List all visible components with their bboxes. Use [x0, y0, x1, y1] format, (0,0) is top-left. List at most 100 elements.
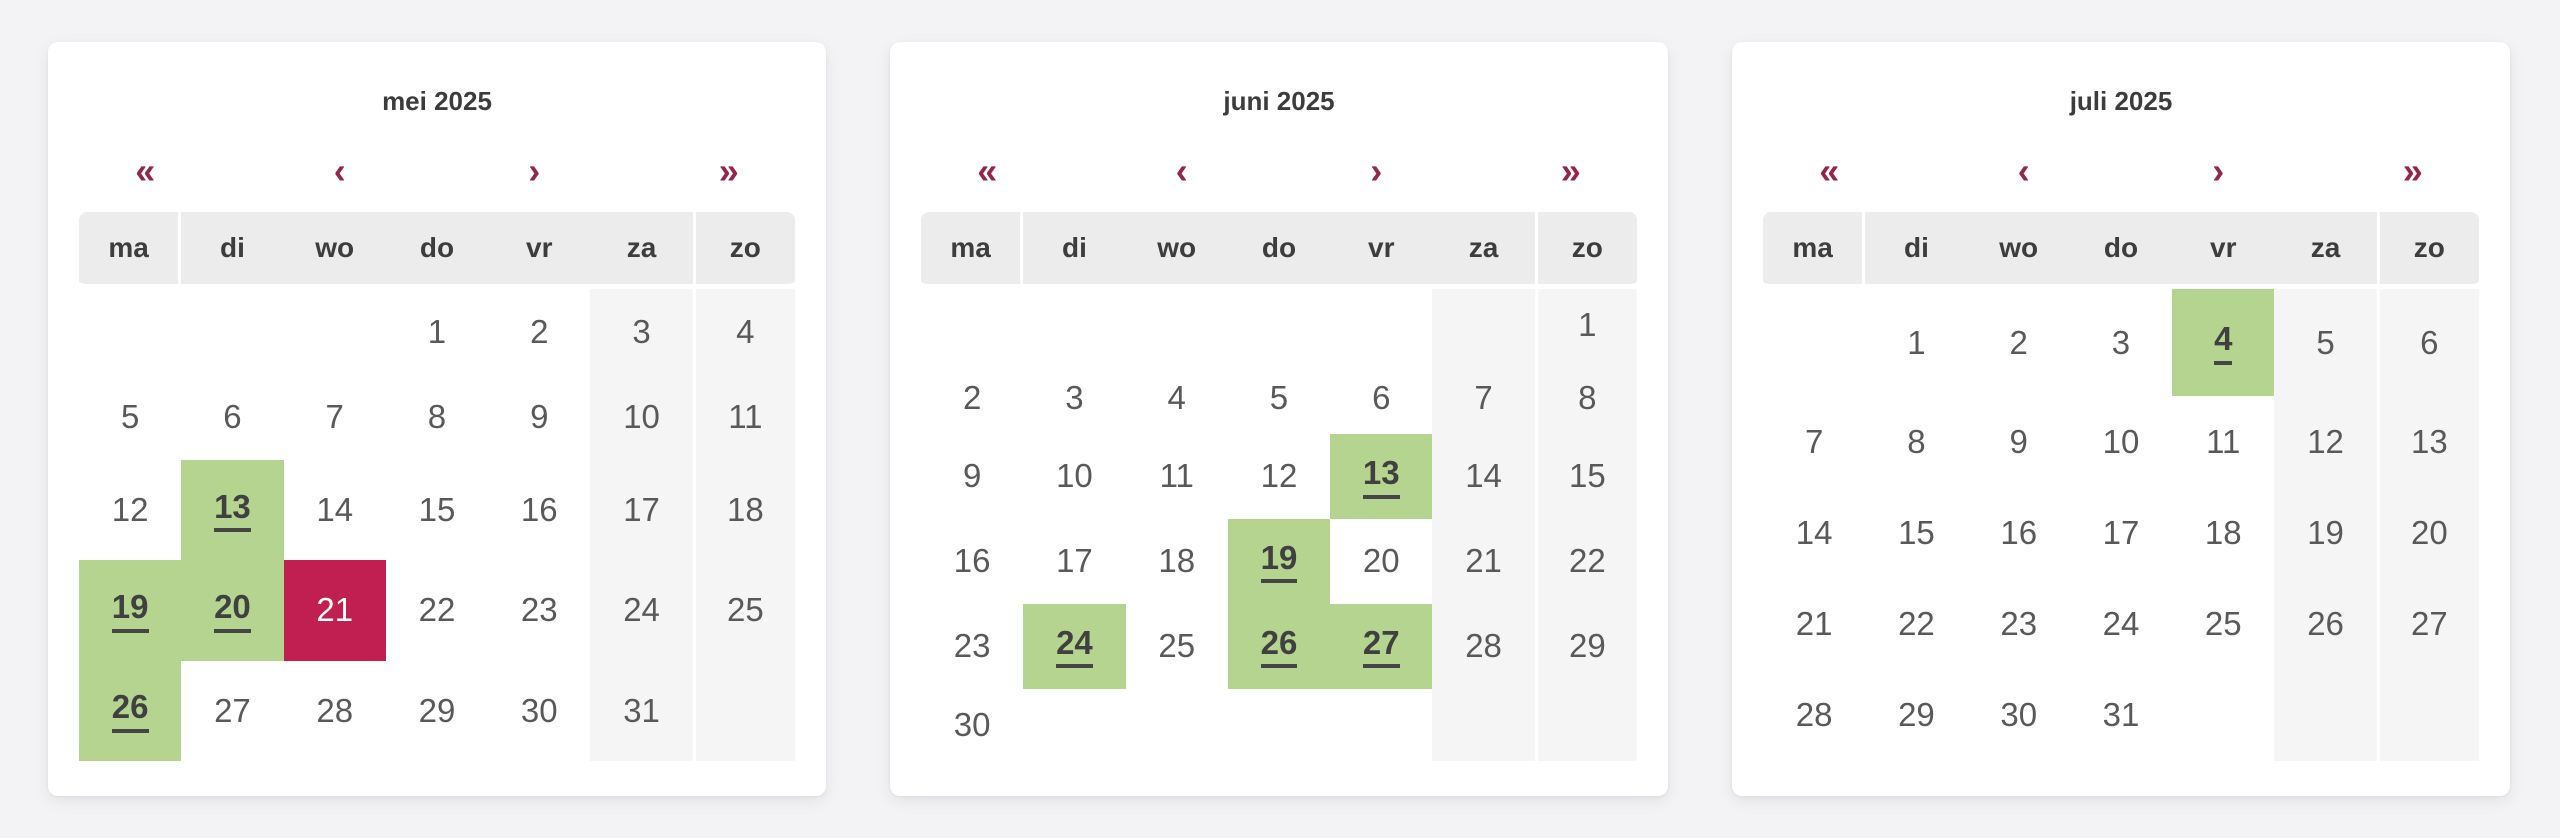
week-row: 26 27 28 29 30 31	[79, 660, 795, 761]
next-year-button[interactable]: »	[2402, 150, 2423, 191]
day-cell: 30	[953, 705, 991, 743]
day-cell	[1763, 289, 1865, 396]
day-cell: 5	[1269, 378, 1289, 416]
week-row: 7 8 9 10 11 12 13	[1763, 396, 2479, 488]
day-cell-available[interactable]: 19	[79, 560, 182, 661]
week-row: 1	[921, 289, 1637, 362]
day-cell-available[interactable]: 13	[181, 459, 284, 561]
calendar-card-july: juli 2025 « ‹ › » ma di wo do vr za zo 1 2 3 4 5 6 7 8…	[1732, 42, 2510, 796]
day-cell-available[interactable]: 13	[1330, 433, 1433, 519]
day-cell: 27	[214, 691, 251, 729]
day-cell: 30	[2000, 696, 2038, 734]
day-link[interactable]: 26	[111, 690, 149, 734]
weekday-header-za: za	[1432, 212, 1535, 289]
day-cell: 9	[2009, 422, 2028, 460]
day-cell: 30	[520, 691, 558, 729]
day-cell: 13	[2376, 396, 2479, 488]
day-cell: 22	[1534, 518, 1637, 604]
day-cell-selected[interactable]: 21	[283, 560, 386, 661]
prev-month-button[interactable]: ‹	[1175, 150, 1188, 191]
calendar-nav: « ‹ › »	[48, 146, 826, 196]
day-cell-available[interactable]: 19	[1227, 518, 1331, 604]
day-cell	[1432, 289, 1535, 362]
prev-year-button[interactable]: «	[977, 150, 998, 191]
day-cell-available[interactable]: 4	[2172, 289, 2275, 397]
day-cell: 8	[1534, 361, 1637, 434]
weekday-header-do: do	[2069, 212, 2173, 289]
day-cell: 23	[953, 627, 991, 665]
day-cell: 6	[223, 398, 242, 436]
day-cell-available[interactable]: 24	[1023, 603, 1126, 689]
day-cell: 7	[1432, 361, 1535, 434]
day-cell: 6	[2376, 289, 2479, 397]
weekday-header-za: za	[2274, 212, 2377, 289]
day-cell-available[interactable]: 27	[1330, 603, 1433, 689]
day-cell: 29	[418, 691, 456, 729]
day-cell-available[interactable]: 26	[79, 660, 182, 761]
day-cell: 26	[2274, 578, 2377, 670]
next-year-button[interactable]: »	[718, 150, 739, 191]
day-cell: 4	[692, 289, 795, 375]
week-row: 28 29 30 31	[1763, 669, 2479, 761]
day-cell: 4	[1167, 378, 1186, 416]
prev-month-button[interactable]: ‹	[2017, 150, 2030, 191]
day-cell: 15	[418, 491, 456, 529]
day-cell-available[interactable]: 26	[1227, 603, 1331, 689]
day-cell: 9	[962, 457, 982, 495]
weekday-header-vr: vr	[1330, 212, 1433, 289]
day-cell-available[interactable]: 20	[181, 560, 284, 661]
day-cell: 11	[1159, 457, 1194, 495]
next-month-button[interactable]: ›	[2212, 150, 2225, 191]
day-cell: 24	[2102, 605, 2140, 643]
week-row: 23 24 25 26 27 28 29	[921, 603, 1637, 689]
day-link[interactable]: 4	[2214, 322, 2233, 365]
day-cell: 16	[2000, 513, 2038, 551]
weekday-header-zo: zo	[1534, 212, 1637, 289]
day-cell: 21	[1795, 605, 1833, 643]
day-cell	[284, 289, 386, 374]
day-cell: 10	[1056, 457, 1093, 495]
day-link[interactable]: 19	[111, 589, 149, 633]
day-cell	[1126, 289, 1228, 361]
calendar-card-may: mei 2025 « ‹ › » ma di wo do vr za zo 1 2 3 4 5 6 7 8 9…	[48, 42, 826, 796]
prev-year-button[interactable]: «	[1819, 150, 1840, 191]
weekday-header-wo: wo	[1967, 212, 2070, 289]
day-cell: 25	[2204, 605, 2242, 643]
day-link[interactable]: 20	[214, 589, 251, 633]
next-month-button[interactable]: ›	[528, 150, 541, 191]
next-month-button[interactable]: ›	[1370, 150, 1383, 191]
weekday-header-ma: ma	[921, 212, 1024, 289]
day-link[interactable]: 13	[214, 489, 251, 533]
day-cell: 28	[1432, 603, 1535, 689]
day-link[interactable]: 26	[1260, 625, 1298, 669]
weekday-header-ma: ma	[1763, 212, 1866, 289]
day-cell	[1228, 689, 1330, 761]
day-cell: 3	[1065, 378, 1084, 416]
month-title: juni 2025	[1223, 86, 1335, 116]
day-cell: 1	[1534, 289, 1637, 362]
day-link[interactable]: 27	[1362, 625, 1400, 669]
day-link[interactable]: 24	[1056, 625, 1093, 669]
prev-month-button[interactable]: ‹	[333, 150, 346, 191]
day-cell: 23	[2000, 605, 2038, 643]
day-cell: 23	[520, 591, 558, 629]
day-cell: 8	[427, 398, 447, 436]
day-cell: 29	[1534, 603, 1637, 689]
day-cell	[1534, 688, 1637, 761]
day-cell: 27	[2376, 578, 2479, 670]
day-cell: 3	[590, 289, 693, 375]
weekday-header-di: di	[1865, 212, 1968, 289]
day-cell: 10	[2102, 422, 2140, 460]
next-year-button[interactable]: »	[1560, 150, 1581, 191]
prev-year-button[interactable]: «	[135, 150, 156, 191]
day-link[interactable]: 13	[1362, 455, 1400, 499]
week-row: 19 20 21 22 23 24 25	[79, 560, 795, 661]
weekday-header-vr: vr	[488, 212, 591, 289]
calendar-grid: ma di wo do vr za zo 1 2 3 4 5 6 7 8 9 10 11 12 13 14 15 16 17 1…	[79, 212, 795, 761]
day-cell	[1228, 289, 1330, 361]
calendar-grid: ma di wo do vr za zo 1 2 3 4 5 6 7 8 9 10 11 12 13 14 15 16 17 1…	[921, 212, 1637, 761]
day-link[interactable]: 19	[1260, 540, 1298, 584]
